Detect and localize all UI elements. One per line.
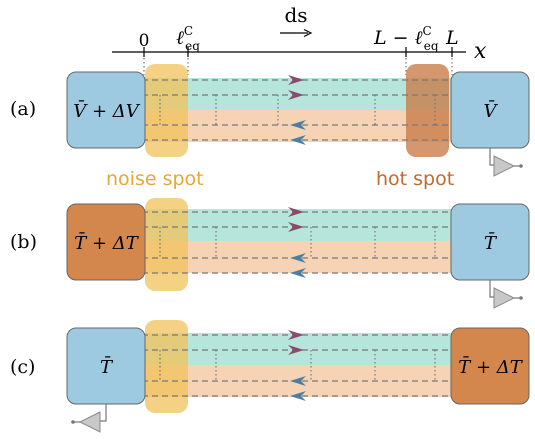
panel-b: (b) T̄ + ΔT T̄ [10,198,530,309]
right-reservoir-c [450,327,530,405]
arrow-left-c1 [290,376,306,386]
arrow-right-b1 [288,207,304,217]
arrow-left-c2 [290,391,306,401]
tick-lC-eq: ℓC eq [176,24,200,53]
arrow-left-b2 [290,268,306,278]
noise-spot-c [145,320,188,413]
panel-c: (c) T̄ T̄ + ΔT [10,320,530,433]
arrow-right-c2 [288,345,304,355]
left-reservoir-a [66,71,146,149]
hot-spot-label: hot spot [376,168,454,190]
panel-c-tag: (c) [10,356,35,378]
panel-a: (a) V̄ + ΔV V̄ [10,64,530,177]
left-reservoir-a-label: V̄ + ΔV [73,99,141,122]
arrow-right-a1 [288,75,304,85]
arrow-left-a2 [290,135,306,145]
arrow-right-c1 [288,330,304,340]
flow-arrow [280,28,313,38]
tick-zero: 0 [139,31,150,51]
x-axis: 0 ℓC eq L − ℓC eq L x ds [112,3,487,64]
arrow-right-a2 [288,90,304,100]
flow-label-ds: ds [284,3,307,27]
axis-variable-x: x [474,39,487,64]
left-reservoir-c-label: T̄ [100,355,114,378]
right-reservoir-a-label: V̄ [484,99,499,122]
arrow-right-b2 [288,222,304,232]
noise-spot-a [145,64,188,157]
noise-spot-label: noise spot [106,168,204,190]
panel-b-tag: (b) [10,231,37,253]
panel-a-tag: (a) [10,98,36,120]
left-reservoir-b [66,203,146,281]
noise-spot-b [145,198,188,291]
tick-L: L [445,27,459,49]
hot-spot-a [406,64,449,157]
arrow-left-a1 [290,120,306,130]
left-reservoir-b-label: T̄ + ΔT [74,231,140,254]
ground-icon-a [489,148,523,177]
tick-L-minus-lC-eq: L − ℓC eq [373,24,439,53]
right-reservoir-b-label: T̄ [484,231,498,254]
ground-icon-c [71,404,107,433]
right-reservoir-c-label: T̄ + ΔT [458,355,524,378]
ground-icon-b [489,280,523,309]
arrow-left-b1 [290,253,306,263]
